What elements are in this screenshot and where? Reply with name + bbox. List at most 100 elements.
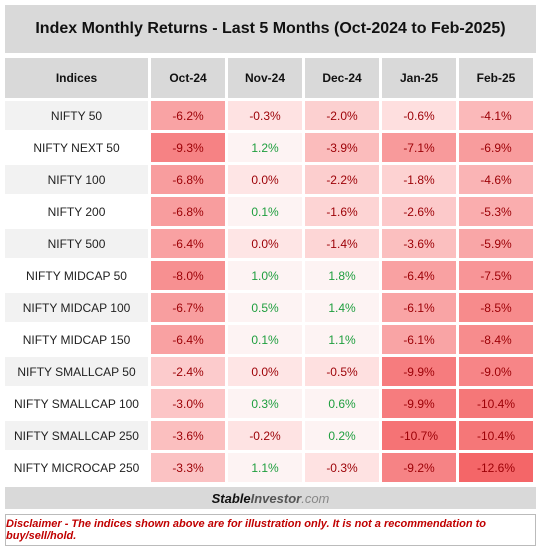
disclaimer: Disclaimer - The indices shown above are… [5, 514, 536, 546]
table-row: NIFTY 50 -6.2% -0.3% -2.0% -0.6% -4.1% [5, 101, 533, 130]
header-cell: Jan-25 [382, 58, 456, 98]
index-name: NIFTY 100 [5, 165, 148, 194]
return-cell: 0.0% [228, 357, 302, 386]
return-cell: -2.4% [151, 357, 225, 386]
return-cell: -6.4% [151, 325, 225, 354]
return-cell: -8.5% [459, 293, 533, 322]
return-cell: -9.9% [382, 357, 456, 386]
return-cell: -2.6% [382, 197, 456, 226]
table-row: NIFTY 500 -6.4% 0.0% -1.4% -3.6% -5.9% [5, 229, 533, 258]
table-row: NIFTY MICROCAP 250 -3.3% 1.1% -0.3% -9.2% -12… [5, 453, 533, 482]
return-cell: -3.9% [305, 133, 379, 162]
return-cell: -6.2% [151, 101, 225, 130]
return-cell: -0.2% [228, 421, 302, 450]
return-cell: -6.1% [382, 293, 456, 322]
return-cell: -6.4% [151, 229, 225, 258]
return-cell: -6.7% [151, 293, 225, 322]
return-cell: -3.0% [151, 389, 225, 418]
return-cell: -4.1% [459, 101, 533, 130]
index-name: NIFTY 200 [5, 197, 148, 226]
return-cell: 1.2% [228, 133, 302, 162]
return-cell: 1.8% [305, 261, 379, 290]
return-cell: -9.2% [382, 453, 456, 482]
table-row: NIFTY SMALLCAP 250 -3.6% -0.2% 0.2% -10.7% -1… [5, 421, 533, 450]
return-cell: -10.7% [382, 421, 456, 450]
return-cell: -5.9% [459, 229, 533, 258]
returns-table: Indices Oct-24 Nov-24 Dec-24 Jan-25 Feb-25 NI… [2, 55, 536, 485]
return-cell: 0.1% [228, 197, 302, 226]
header-cell: Dec-24 [305, 58, 379, 98]
return-cell: 0.6% [305, 389, 379, 418]
table-row: NIFTY MIDCAP 100 -6.7% 0.5% 1.4% -6.1% -8.5% [5, 293, 533, 322]
return-cell: -5.3% [459, 197, 533, 226]
table-row: NIFTY NEXT 50 -9.3% 1.2% -3.9% -7.1% -6.9% [5, 133, 533, 162]
return-cell: -12.6% [459, 453, 533, 482]
return-cell: -6.8% [151, 165, 225, 194]
return-cell: -0.3% [228, 101, 302, 130]
return-cell: -0.6% [382, 101, 456, 130]
table-row: NIFTY 200 -6.8% 0.1% -1.6% -2.6% -5.3% [5, 197, 533, 226]
title: Index Monthly Returns - Last 5 Months (O… [5, 5, 536, 53]
index-name: NIFTY 500 [5, 229, 148, 258]
return-cell: -9.9% [382, 389, 456, 418]
return-cell: 1.0% [228, 261, 302, 290]
header-cell: Nov-24 [228, 58, 302, 98]
return-cell: -6.1% [382, 325, 456, 354]
header-cell: Indices [5, 58, 148, 98]
return-cell: -3.6% [151, 421, 225, 450]
return-cell: -0.3% [305, 453, 379, 482]
index-name: NIFTY MIDCAP 50 [5, 261, 148, 290]
return-cell: -8.4% [459, 325, 533, 354]
return-cell: -7.1% [382, 133, 456, 162]
index-name: NIFTY 50 [5, 101, 148, 130]
index-name: NIFTY SMALLCAP 100 [5, 389, 148, 418]
return-cell: -7.5% [459, 261, 533, 290]
table-row: NIFTY 100 -6.8% 0.0% -2.2% -1.8% -4.6% [5, 165, 533, 194]
table-row: NIFTY MIDCAP 150 -6.4% 0.1% 1.1% -6.1% -8.4% [5, 325, 533, 354]
index-name: NIFTY SMALLCAP 50 [5, 357, 148, 386]
return-cell: 0.2% [305, 421, 379, 450]
return-cell: -1.8% [382, 165, 456, 194]
return-cell: 1.1% [305, 325, 379, 354]
return-cell: -1.4% [305, 229, 379, 258]
brand-part: Investor [250, 490, 302, 506]
header-cell: Oct-24 [151, 58, 225, 98]
return-cell: -8.0% [151, 261, 225, 290]
return-cell: -2.2% [305, 165, 379, 194]
index-name: NIFTY NEXT 50 [5, 133, 148, 162]
return-cell: -3.3% [151, 453, 225, 482]
return-cell: -2.0% [305, 101, 379, 130]
index-name: NIFTY MICROCAP 250 [5, 453, 148, 482]
return-cell: -3.6% [382, 229, 456, 258]
return-cell: -10.4% [459, 421, 533, 450]
index-name: NIFTY MIDCAP 150 [5, 325, 148, 354]
footer: Stable Investor .com [5, 487, 536, 509]
return-cell: 0.1% [228, 325, 302, 354]
return-cell: 0.0% [228, 165, 302, 194]
table-row: NIFTY SMALLCAP 50 -2.4% 0.0% -0.5% -9.9% -9.0… [5, 357, 533, 386]
return-cell: -6.4% [382, 261, 456, 290]
return-cell: -6.9% [459, 133, 533, 162]
table-row: NIFTY SMALLCAP 100 -3.0% 0.3% 0.6% -9.9% -10.… [5, 389, 533, 418]
index-name: NIFTY SMALLCAP 250 [5, 421, 148, 450]
index-name: NIFTY MIDCAP 100 [5, 293, 148, 322]
brand-part: .com [301, 490, 330, 506]
table-row: NIFTY MIDCAP 50 -8.0% 1.0% 1.8% -6.4% -7.5% [5, 261, 533, 290]
return-cell: -9.0% [459, 357, 533, 386]
return-cell: -0.5% [305, 357, 379, 386]
return-cell: 0.5% [228, 293, 302, 322]
brand-part: Stable [211, 490, 251, 506]
header-row: Indices Oct-24 Nov-24 Dec-24 Jan-25 Feb-25 [5, 58, 533, 98]
return-cell: -4.6% [459, 165, 533, 194]
header-cell: Feb-25 [459, 58, 533, 98]
return-cell: 0.3% [228, 389, 302, 418]
table-body: NIFTY 50 -6.2% -0.3% -2.0% -0.6% -4.1% NIFTY N… [5, 101, 533, 482]
return-cell: 1.4% [305, 293, 379, 322]
return-cell: -6.8% [151, 197, 225, 226]
return-cell: -10.4% [459, 389, 533, 418]
return-cell: 0.0% [228, 229, 302, 258]
return-cell: -9.3% [151, 133, 225, 162]
return-cell: -1.6% [305, 197, 379, 226]
return-cell: 1.1% [228, 453, 302, 482]
